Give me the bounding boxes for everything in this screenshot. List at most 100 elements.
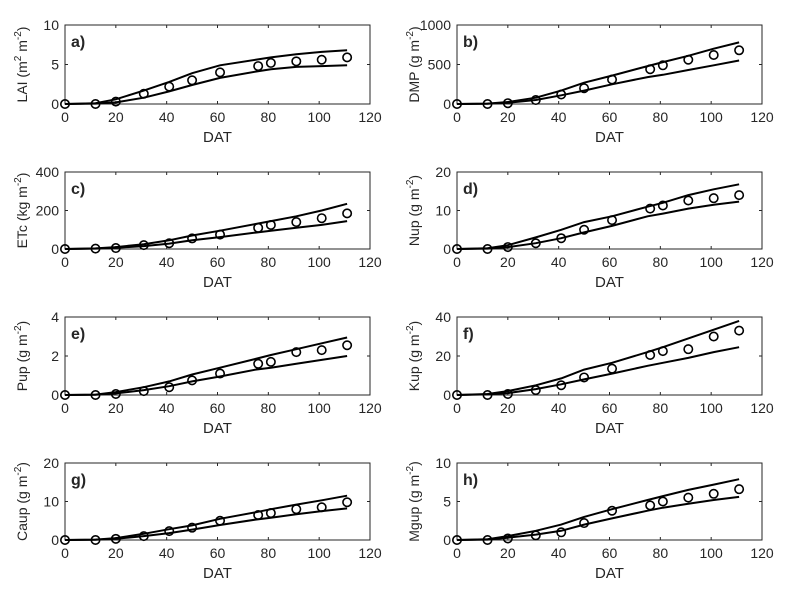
- x-tick-label: 60: [602, 109, 618, 125]
- series-line-upper: [64, 494, 348, 541]
- chart-panel-2: 0 20 40 60 80 100 120 0 500 1000 DAT DMP (g m-2) b): [405, 17, 774, 146]
- y-axis-label-part: Nup (g m: [406, 189, 422, 247]
- observed-point: [607, 74, 618, 85]
- observed-point: [645, 500, 656, 511]
- observed-point: [657, 346, 668, 357]
- observed-point: [683, 54, 694, 65]
- x-tick-label: 60: [210, 109, 226, 125]
- observed-point: [215, 515, 226, 526]
- series-line-lower: [456, 59, 740, 105]
- y-axis-label-part: LAI (m: [14, 61, 30, 102]
- observed-point: [451, 244, 462, 255]
- y-tick-label: 0: [443, 532, 451, 548]
- y-axis-label-part: ): [14, 321, 30, 326]
- observed-point: [734, 484, 745, 495]
- x-tick-label: 20: [108, 545, 124, 561]
- x-tick-label: 80: [653, 254, 669, 270]
- x-tick-label: 60: [602, 545, 618, 561]
- panel-letter: e): [71, 326, 85, 343]
- series-line-upper: [456, 319, 740, 396]
- x-tick-label: 80: [261, 109, 277, 125]
- x-tick-label: 120: [750, 400, 774, 416]
- observed-point: [579, 372, 590, 383]
- y-tick-label: 20: [435, 348, 451, 364]
- observed-point: [556, 89, 567, 100]
- series-line-upper: [456, 41, 740, 105]
- observed-point: [316, 54, 327, 65]
- x-tick-label: 100: [307, 545, 331, 561]
- y-axis-label: Kup (g m-2): [405, 321, 422, 391]
- panel-letter: c): [71, 181, 85, 198]
- observed-point: [734, 45, 745, 56]
- x-axis-label: DAT: [203, 565, 232, 582]
- observed-point: [683, 195, 694, 206]
- y-tick-label: 0: [51, 532, 59, 548]
- y-tick-label: 20: [43, 455, 59, 471]
- observed-point: [342, 52, 353, 63]
- y-axis-label-part: ): [406, 321, 422, 326]
- observed-point: [253, 358, 264, 369]
- x-tick-label: 20: [108, 400, 124, 416]
- y-tick-label: 0: [51, 387, 59, 403]
- series-line-lower: [456, 495, 740, 541]
- observed-point: [90, 243, 101, 254]
- observed-point: [734, 190, 745, 201]
- observed-point: [316, 213, 327, 224]
- x-tick-label: 120: [358, 254, 382, 270]
- y-tick-label: 20: [435, 164, 451, 180]
- observed-point: [291, 56, 302, 67]
- observed-point: [164, 238, 175, 249]
- series-line-upper: [456, 183, 740, 250]
- observed-point: [579, 518, 590, 529]
- panel-letter: a): [71, 34, 85, 51]
- observed-point: [187, 375, 198, 386]
- series-line-upper: [456, 478, 740, 541]
- x-tick-label: 60: [210, 545, 226, 561]
- y-axis-label: Nup (g m-2): [405, 175, 422, 246]
- y-axis-label-superscript: -2: [13, 466, 24, 475]
- y-axis-label-part: Mgup (g m: [406, 475, 422, 542]
- y-tick-label: 4: [51, 309, 59, 325]
- x-tick-label: 0: [453, 254, 461, 270]
- observed-point: [502, 98, 513, 109]
- y-axis-label: LAI (m2 m-2): [13, 27, 30, 103]
- observed-point: [645, 350, 656, 361]
- chart-panel-3: 0 20 40 60 80 100 120 0 200 400 DAT ETc (kg m-2) c): [13, 164, 382, 291]
- y-axis-label-superscript: -2: [405, 465, 416, 474]
- observed-point: [215, 368, 226, 379]
- x-tick-label: 40: [159, 400, 175, 416]
- observed-point: [291, 504, 302, 515]
- y-tick-label: 10: [43, 494, 59, 510]
- y-tick-label: 5: [443, 494, 451, 510]
- observed-point: [556, 527, 567, 538]
- observed-point: [451, 534, 462, 545]
- y-axis-label-part: ): [14, 173, 30, 178]
- observed-point: [215, 67, 226, 78]
- observed-point: [164, 382, 175, 393]
- observed-point: [110, 96, 121, 107]
- observed-point: [607, 215, 618, 226]
- observed-point: [90, 389, 101, 400]
- observed-point: [657, 200, 668, 211]
- x-tick-label: 100: [307, 254, 331, 270]
- x-tick-label: 20: [500, 400, 516, 416]
- observed-point: [187, 522, 198, 533]
- y-axis-label-part: Caup (g m: [14, 476, 30, 541]
- axes-box: [64, 316, 371, 396]
- observed-point: [187, 75, 198, 86]
- observed-point: [342, 497, 353, 508]
- observed-point: [734, 325, 745, 336]
- y-tick-label: 500: [428, 57, 452, 73]
- x-tick-label: 0: [61, 545, 69, 561]
- y-axis-label-superscript: -2: [405, 179, 416, 188]
- panel-letter: g): [71, 472, 86, 489]
- observed-point: [657, 496, 668, 507]
- observed-point: [708, 50, 719, 61]
- observed-point: [291, 217, 302, 228]
- x-tick-label: 60: [210, 254, 226, 270]
- x-tick-label: 20: [108, 254, 124, 270]
- x-axis-label: DAT: [203, 129, 232, 146]
- observed-point: [502, 389, 513, 400]
- observed-point: [530, 385, 541, 396]
